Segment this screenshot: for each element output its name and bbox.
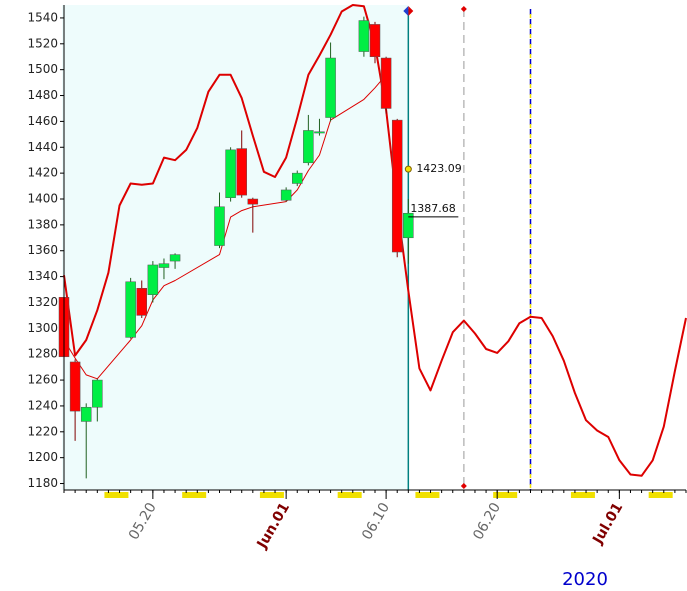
x-tick-label: 05.20 xyxy=(126,500,160,543)
y-tick-label: 1420 xyxy=(27,166,58,180)
y-tick-label: 1520 xyxy=(27,36,58,50)
y-tick-label: 1360 xyxy=(27,243,58,257)
y-tick-label: 1340 xyxy=(27,269,58,283)
y-tick-label: 1460 xyxy=(27,114,58,128)
x-tick-label: 06.20 xyxy=(470,500,504,543)
candle-body xyxy=(380,57,392,109)
marker-diamond xyxy=(408,6,414,16)
weekend-marker xyxy=(648,492,673,498)
weekend-marker xyxy=(570,492,595,498)
y-tick-label: 1440 xyxy=(27,140,58,154)
annotation-label: 1423.09 xyxy=(416,162,462,175)
weekend-marker xyxy=(104,492,129,498)
candle-body xyxy=(169,254,181,262)
x-tick-label: 06.10 xyxy=(359,500,393,543)
candle-body xyxy=(214,206,225,246)
y-tick-label: 1400 xyxy=(27,192,58,206)
y-tick-label: 1480 xyxy=(27,88,58,102)
candle-body xyxy=(136,287,147,316)
candle-body xyxy=(403,212,414,239)
candle-body xyxy=(247,198,259,205)
candle-body xyxy=(125,281,136,338)
candle-body xyxy=(292,172,303,184)
weekend-marker xyxy=(415,492,440,498)
marker-diamond xyxy=(460,483,467,489)
candle-body xyxy=(80,406,92,422)
marker-diamond xyxy=(403,6,409,16)
x-tick-label: Jul.01 xyxy=(590,500,627,548)
weekend-marker xyxy=(259,492,284,498)
history-shade xyxy=(62,5,409,490)
y-tick-label: 1180 xyxy=(27,476,58,490)
candle-body xyxy=(325,57,336,118)
y-tick-label: 1320 xyxy=(27,295,58,309)
candle-body xyxy=(303,130,314,164)
candle-body xyxy=(147,264,159,295)
candle-body xyxy=(158,263,170,268)
y-tick-label: 1200 xyxy=(27,450,58,464)
candle-body xyxy=(280,189,292,201)
x-tick-label: Jun.01 xyxy=(254,500,293,552)
y-tick-label: 1280 xyxy=(27,347,58,361)
line-series xyxy=(63,74,387,380)
candle-body xyxy=(236,148,247,196)
y-tick-label: 1220 xyxy=(27,424,58,438)
candle-body xyxy=(358,20,370,52)
marker-diamond xyxy=(460,6,467,12)
weekend-marker xyxy=(493,492,518,498)
y-tick-label: 1380 xyxy=(27,217,58,231)
y-tick-label: 1500 xyxy=(27,62,58,76)
candle-body xyxy=(225,149,236,198)
y-tick-label: 1260 xyxy=(27,373,58,387)
weekend-marker xyxy=(337,492,362,498)
annotation-label: 1387.68 xyxy=(410,202,456,215)
candle-body xyxy=(369,24,381,57)
candle-body xyxy=(391,119,403,253)
y-tick-label: 1240 xyxy=(27,398,58,412)
candle-body xyxy=(314,131,325,134)
y-tick-label: 1540 xyxy=(27,10,58,24)
y-tick-label: 1300 xyxy=(27,321,58,335)
year-label: 2020 xyxy=(562,569,608,590)
weekend-marker xyxy=(182,492,207,498)
candle-body xyxy=(92,379,103,408)
annotation-dot xyxy=(404,165,412,173)
candle-body xyxy=(69,361,81,412)
